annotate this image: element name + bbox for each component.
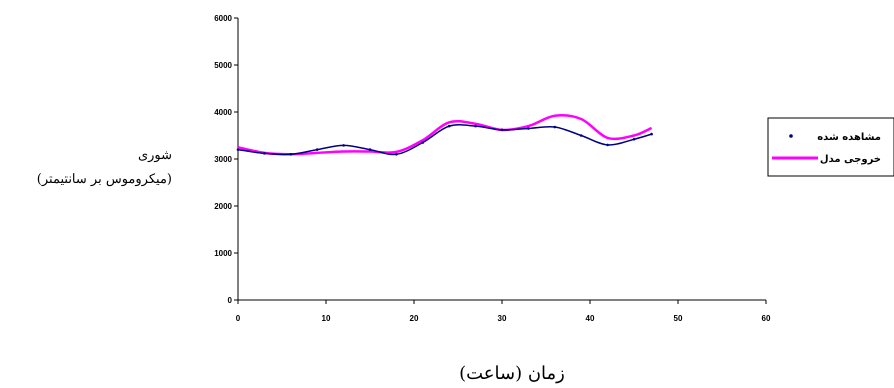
y-tick-label: 3000 <box>214 155 232 164</box>
y-axis-label-line2: (میکروموس بر سانتیمتر) <box>37 172 172 187</box>
series-line-observed <box>237 124 652 156</box>
series-point-observed <box>650 132 653 136</box>
series-point-observed <box>342 144 345 147</box>
y-axis-ticks: 0 1000 2000 3000 4000 5000 6000 <box>214 14 238 305</box>
y-axis-label-line1: شوری <box>138 148 172 163</box>
y-tick-label: 2000 <box>214 202 232 211</box>
x-tick-label: 20 <box>410 314 419 323</box>
legend-label-observed: مشاهده شده <box>817 132 881 143</box>
x-axis-label: زمان (ساعت) <box>459 363 565 384</box>
x-tick-label: 40 <box>586 314 595 323</box>
series-point-observed <box>289 153 293 156</box>
x-tick-label: 60 <box>762 314 771 323</box>
series-point-observed <box>236 148 240 151</box>
series-line-model <box>237 114 653 156</box>
series-layer <box>236 114 653 156</box>
x-axis-ticks: 0 10 20 30 40 50 60 <box>236 300 771 323</box>
legend: مشاهده شده خروجی مدل <box>767 117 894 177</box>
y-tick-label: 0 <box>228 296 233 305</box>
x-tick-label: 0 <box>236 314 241 323</box>
legend-label-model: خروجی مدل <box>820 154 881 165</box>
series-point-observed <box>474 124 477 128</box>
y-tick-label: 1000 <box>214 249 232 258</box>
series-point-observed <box>315 148 319 151</box>
series-point-observed <box>368 148 372 151</box>
series-point-observed <box>632 137 636 141</box>
x-tick-label: 30 <box>498 314 507 323</box>
series-point-observed <box>395 153 398 156</box>
chart-axes <box>237 18 766 301</box>
series-point-observed <box>421 141 425 144</box>
y-tick-label: 6000 <box>214 14 232 23</box>
series-point-observed <box>606 143 609 147</box>
legend-marker-observed <box>789 134 793 138</box>
series-point-observed <box>263 152 266 155</box>
y-tick-label: 4000 <box>214 108 232 117</box>
legend-box <box>767 117 894 177</box>
series-point-observed <box>447 124 451 128</box>
series-point-observed <box>579 134 583 137</box>
x-tick-label: 10 <box>322 314 331 323</box>
series-point-observed <box>500 128 504 132</box>
series-point-observed <box>553 125 557 129</box>
series-point-observed <box>527 127 530 130</box>
y-tick-label: 5000 <box>214 61 232 70</box>
x-tick-label: 50 <box>674 314 683 323</box>
